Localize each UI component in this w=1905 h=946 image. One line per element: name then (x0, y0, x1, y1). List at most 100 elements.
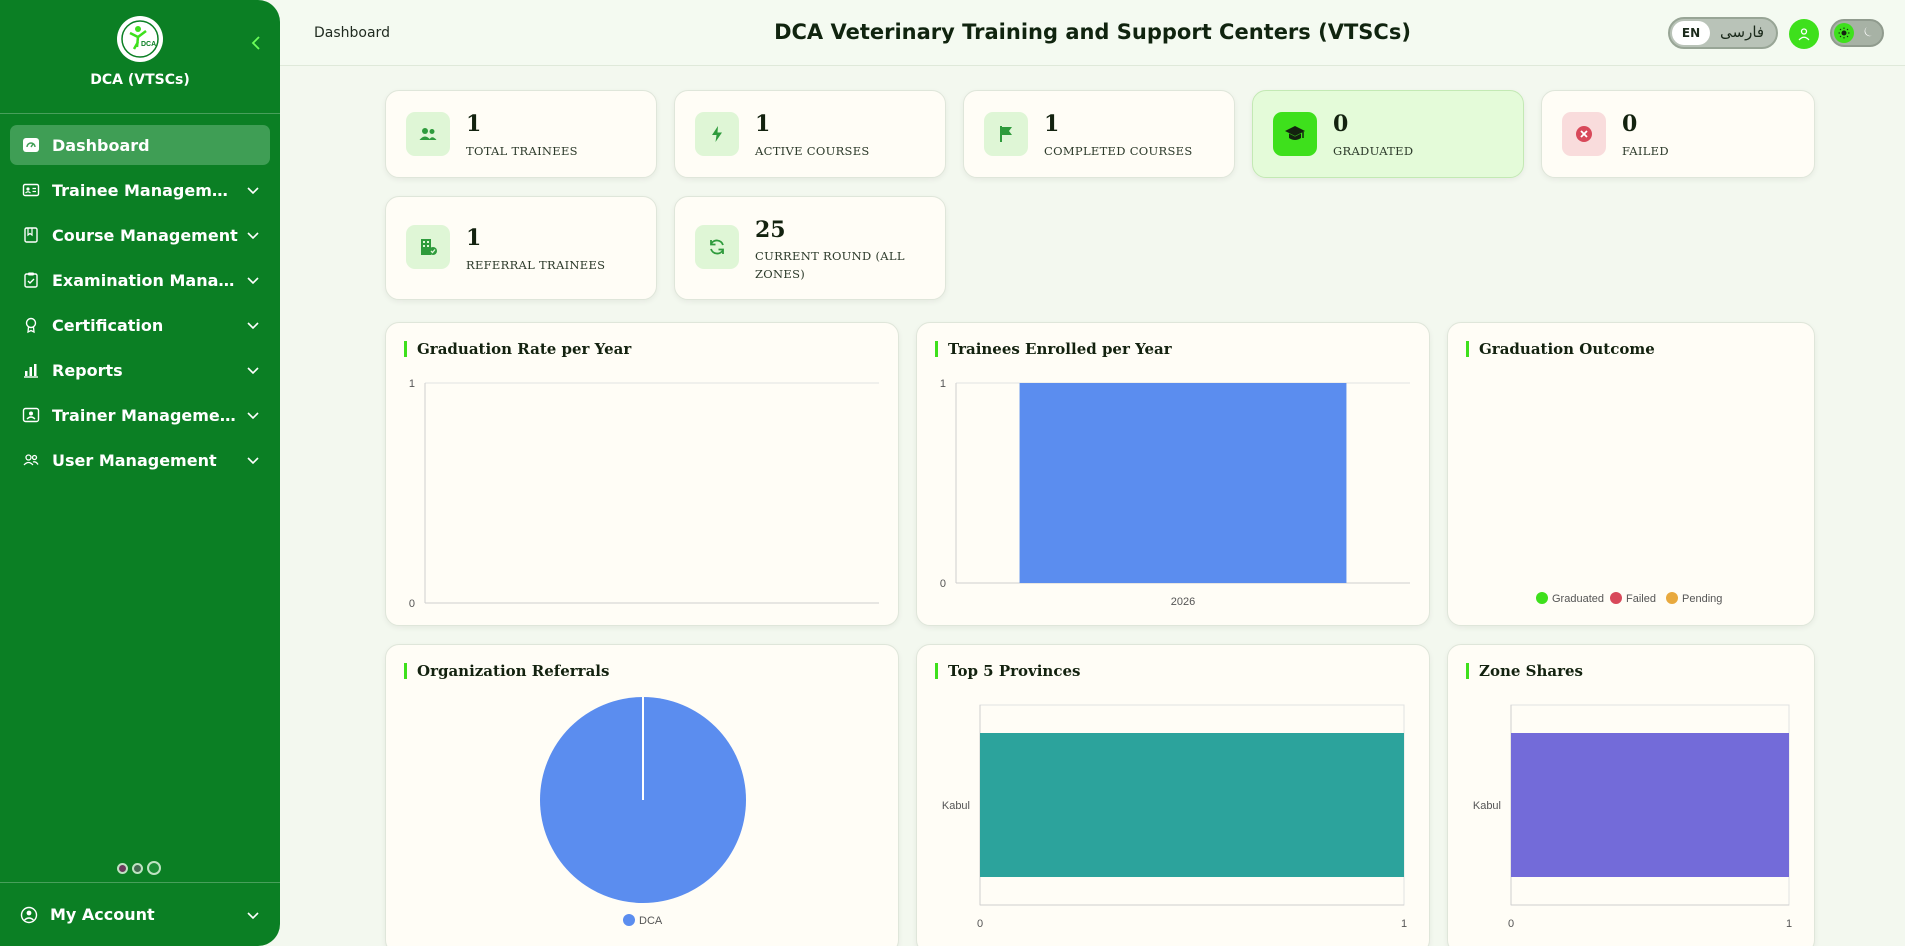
y-tick-label: Kabul (942, 800, 970, 812)
dashboard-icon (22, 136, 40, 154)
chevron-down-icon (247, 412, 259, 420)
trainer-icon (22, 406, 40, 424)
x-tick-label: 0 (1508, 918, 1514, 930)
stat-label: GRADUATED (1333, 144, 1414, 158)
x-tick-label: 0 (977, 918, 983, 930)
zone-shares-chart: Kabul 0 1 (1473, 704, 1792, 930)
breadcrumb[interactable]: Dashboard (314, 25, 390, 41)
chart-title: Graduation Outcome (1466, 341, 1655, 357)
chart-card-graduation-outcome: Graduation Outcome Graduated Failed Pendin… (1447, 322, 1815, 626)
stat-value: 1 (466, 111, 482, 137)
language-toggle[interactable]: EN فارسی (1668, 17, 1778, 49)
user-profile-button[interactable] (1789, 19, 1819, 49)
chevron-down-icon (247, 457, 259, 465)
sidebar-nav: Dashboard Trainee Management Course Mana… (0, 114, 280, 480)
organization-referrals-chart: DCA (540, 697, 746, 927)
legend-swatch (1536, 592, 1548, 604)
stat-value: 1 (755, 111, 771, 137)
sidebar-item-trainer-management[interactable]: Trainer Management (10, 395, 270, 435)
stat-value: 25 (755, 217, 786, 243)
sidebar-brand: DCA DCA (VTSCs) (0, 16, 280, 114)
clipboard-check-icon (22, 271, 40, 289)
theme-color-purple[interactable] (117, 862, 128, 874)
stat-label: FAILED (1622, 144, 1669, 158)
stat-value: 0 (1622, 111, 1638, 137)
legend-swatch (1610, 592, 1622, 604)
stat-label: ACTIVE COURSES (755, 144, 870, 158)
sidebar-item-label: Certification (52, 315, 164, 335)
stat-card-total-trainees[interactable]: 1 TOTAL TRAINEES (385, 90, 657, 178)
x-circle-icon (1562, 112, 1606, 156)
trainees-enrolled-chart: 1 0 2026 (940, 378, 1410, 608)
legend-label: Failed (1626, 593, 1656, 605)
theme-toggle[interactable] (1830, 19, 1884, 47)
id-card-icon (22, 181, 40, 199)
stat-card-current-round[interactable]: 25 CURRENT ROUND (ALL ZONES) (674, 196, 946, 300)
flag-icon (984, 112, 1028, 156)
chart-title: Trainees Enrolled per Year (935, 341, 1172, 357)
brand-name: DCA (VTSCs) (90, 72, 190, 88)
stat-label: REFERRAL TRAINEES (466, 258, 606, 272)
stat-label: COMPLETED COURSES (1044, 144, 1193, 158)
graduation-cap-icon (1273, 112, 1317, 156)
stat-card-failed[interactable]: 0 FAILED (1541, 90, 1815, 178)
sidebar-item-label: Reports (52, 360, 123, 380)
x-tick-label: 1 (1401, 918, 1407, 930)
chevron-down-icon (247, 277, 259, 285)
collapse-sidebar-button[interactable] (250, 36, 262, 54)
chevron-down-icon (247, 187, 259, 195)
stat-value: 1 (466, 225, 482, 251)
sidebar-item-label: User Management (52, 450, 217, 470)
stat-card-completed-courses[interactable]: 1 COMPLETED COURSES (963, 90, 1235, 178)
stat-label: TOTAL TRAINEES (466, 144, 578, 158)
sidebar-item-dashboard[interactable]: Dashboard (10, 125, 270, 165)
stat-value: 0 (1333, 111, 1349, 137)
y-tick-label: 0 (940, 578, 946, 590)
sidebar-item-examination-management[interactable]: Examination Manag... (10, 260, 270, 300)
user-icon (1798, 28, 1810, 41)
building-check-icon (406, 225, 450, 269)
chevron-down-icon (247, 232, 259, 240)
y-tick-label: 1 (409, 378, 415, 390)
logo-figure-icon: DCA (121, 20, 159, 58)
sidebar-item-label: Course Management (52, 225, 238, 245)
award-icon (22, 316, 40, 334)
sidebar: DCA DCA (VTSCs) Dashboard Trainee Manage… (0, 0, 280, 946)
theme-color-green[interactable] (147, 861, 161, 875)
sidebar-item-user-management[interactable]: User Management (10, 440, 270, 480)
lang-fa-option[interactable]: فارسی (1720, 23, 1765, 41)
legend-swatch (623, 914, 635, 926)
lang-en-option[interactable]: EN (1672, 21, 1710, 45)
sidebar-item-my-account[interactable]: My Account (0, 882, 280, 946)
stat-card-graduated[interactable]: 0 GRADUATED (1252, 90, 1524, 178)
y-tick-label: 1 (940, 378, 946, 390)
sidebar-item-reports[interactable]: Reports (10, 350, 270, 390)
dca-logo: DCA (117, 16, 163, 62)
bar (980, 733, 1404, 877)
stat-card-referral-trainees[interactable]: 1 REFERRAL TRAINEES (385, 196, 657, 300)
chevron-down-icon (247, 322, 259, 330)
user-circle-icon (20, 906, 38, 924)
sidebar-item-certification[interactable]: Certification (10, 305, 270, 345)
chart-title: Top 5 Provinces (935, 663, 1080, 679)
graduation-outcome-chart: Graduated Failed Pending (1536, 592, 1722, 605)
sidebar-item-course-management[interactable]: Course Management (10, 215, 270, 255)
theme-color-gray[interactable] (132, 862, 143, 874)
sun-icon (1834, 23, 1854, 43)
chart-title: Zone Shares (1466, 663, 1583, 679)
stat-card-active-courses[interactable]: 1 ACTIVE COURSES (674, 90, 946, 178)
sidebar-item-label: Trainer Management (52, 405, 238, 425)
legend-swatch (1666, 592, 1678, 604)
chart-card-top-provinces: Top 5 Provinces Kabul 0 1 (916, 644, 1430, 946)
y-tick-label: 0 (409, 598, 415, 610)
chart-title: Organization Referrals (404, 663, 609, 679)
book-icon (22, 226, 40, 244)
chart-card-trainees-enrolled: Trainees Enrolled per Year 1 0 2026 (916, 322, 1430, 626)
my-account-label: My Account (50, 905, 155, 924)
legend-label: Graduated (1552, 593, 1604, 605)
page-title: DCA Veterinary Training and Support Cent… (774, 20, 1411, 44)
sidebar-item-label: Trainee Management (52, 180, 238, 200)
users-icon (22, 451, 40, 469)
sidebar-item-trainee-management[interactable]: Trainee Management (10, 170, 270, 210)
